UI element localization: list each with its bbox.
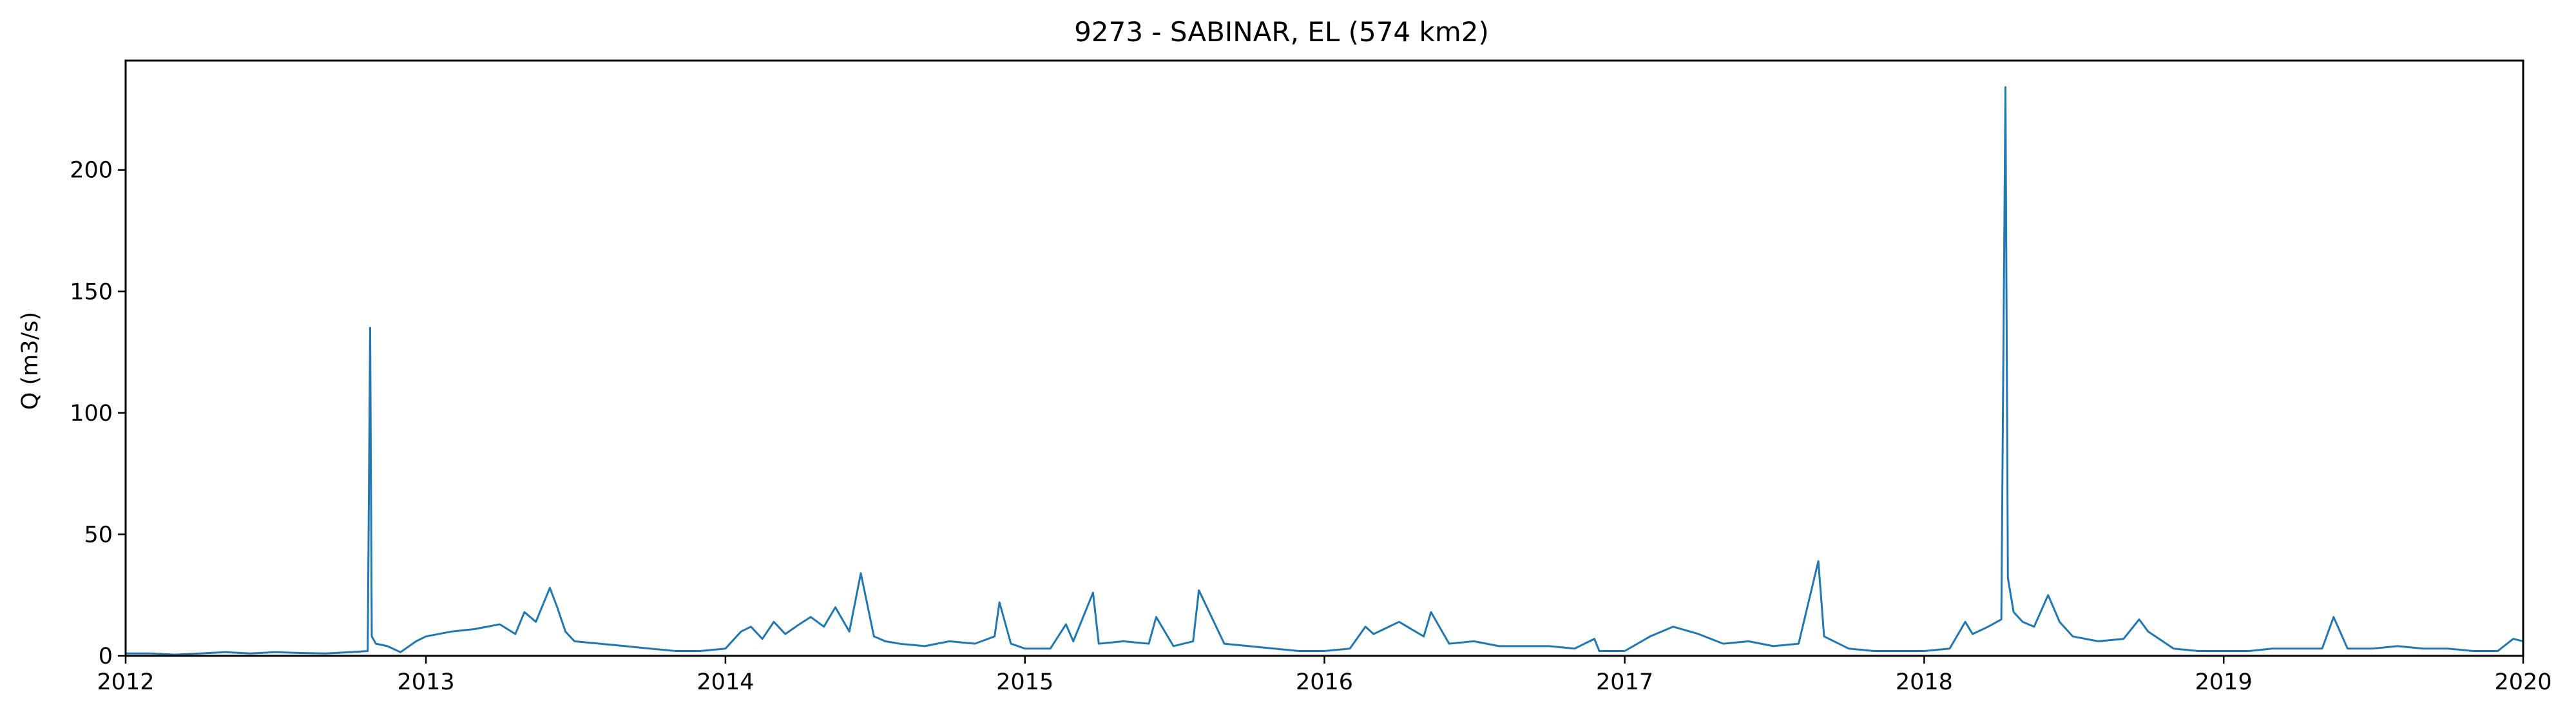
x-tick-label: 2017 bbox=[1596, 669, 1653, 695]
plot-frame bbox=[124, 59, 2524, 657]
x-tick-label: 2018 bbox=[1896, 669, 1953, 695]
x-tick-label: 2015 bbox=[996, 669, 1053, 695]
y-tick-label: 200 bbox=[70, 158, 113, 184]
x-tick-label: 2013 bbox=[398, 669, 455, 695]
series-line-0 bbox=[126, 86, 2524, 656]
x-tick-label: 2014 bbox=[697, 669, 754, 695]
x-tick-label: 2019 bbox=[2195, 669, 2253, 695]
chart-title: 9273 - SABINAR, EL (574 km2) bbox=[1074, 16, 1489, 48]
plot-area bbox=[126, 86, 2524, 656]
x-tick-label: 2012 bbox=[97, 669, 154, 695]
y-axis: 0 50 100 150 200 bbox=[70, 158, 126, 669]
x-tick-label: 2020 bbox=[2494, 669, 2552, 695]
x-tick-label: 2016 bbox=[1296, 669, 1353, 695]
y-axis-label: Q (m3/s) bbox=[17, 312, 43, 410]
y-tick-label: 50 bbox=[84, 522, 113, 548]
x-axis: 2012 2013 2014 2015 2016 2017 2018 2019 2020 bbox=[97, 656, 2552, 695]
y-tick-label: 100 bbox=[70, 401, 113, 427]
y-tick-label: 0 bbox=[99, 644, 113, 669]
y-tick-label: 150 bbox=[70, 279, 113, 305]
